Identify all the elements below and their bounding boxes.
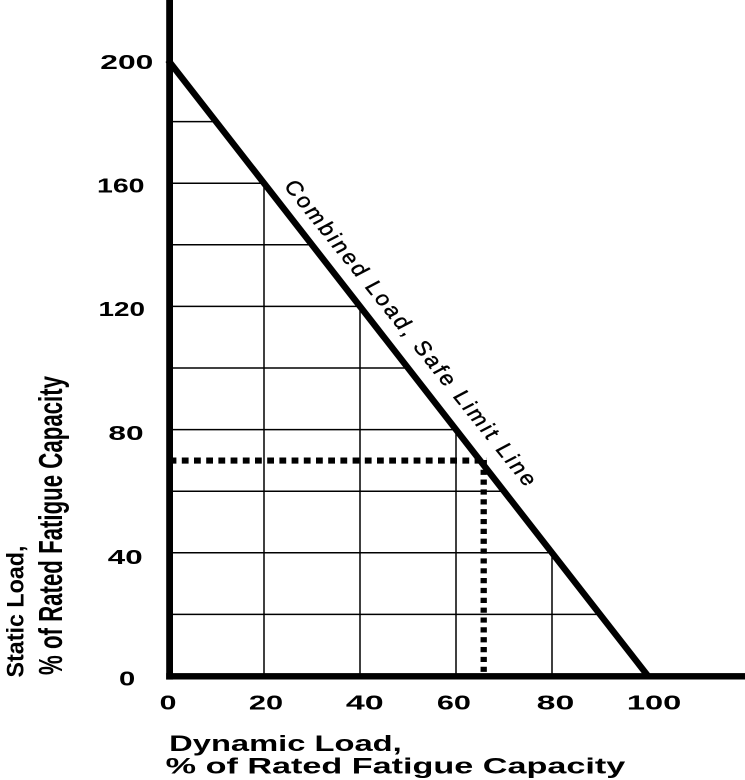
svg-text:20: 20 (249, 692, 283, 714)
svg-text:40: 40 (108, 547, 143, 569)
svg-text:200: 200 (100, 52, 153, 74)
svg-text:% of Rated Fatigue Capacity: % of Rated Fatigue Capacity (32, 376, 69, 675)
svg-text:120: 120 (99, 299, 146, 321)
svg-text:Static Load,: Static Load, (3, 546, 30, 678)
svg-text:100: 100 (627, 692, 681, 714)
svg-text:% of Rated Fatigue Capacity: % of Rated Fatigue Capacity (166, 753, 627, 778)
svg-text:Dynamic Load,: Dynamic Load, (169, 731, 402, 756)
svg-text:40: 40 (346, 692, 384, 714)
svg-text:0: 0 (160, 692, 177, 714)
svg-text:80: 80 (108, 423, 143, 445)
svg-text:0: 0 (119, 669, 135, 691)
svg-text:80: 80 (537, 692, 575, 714)
svg-text:60: 60 (437, 692, 471, 714)
svg-text:160: 160 (97, 176, 145, 198)
